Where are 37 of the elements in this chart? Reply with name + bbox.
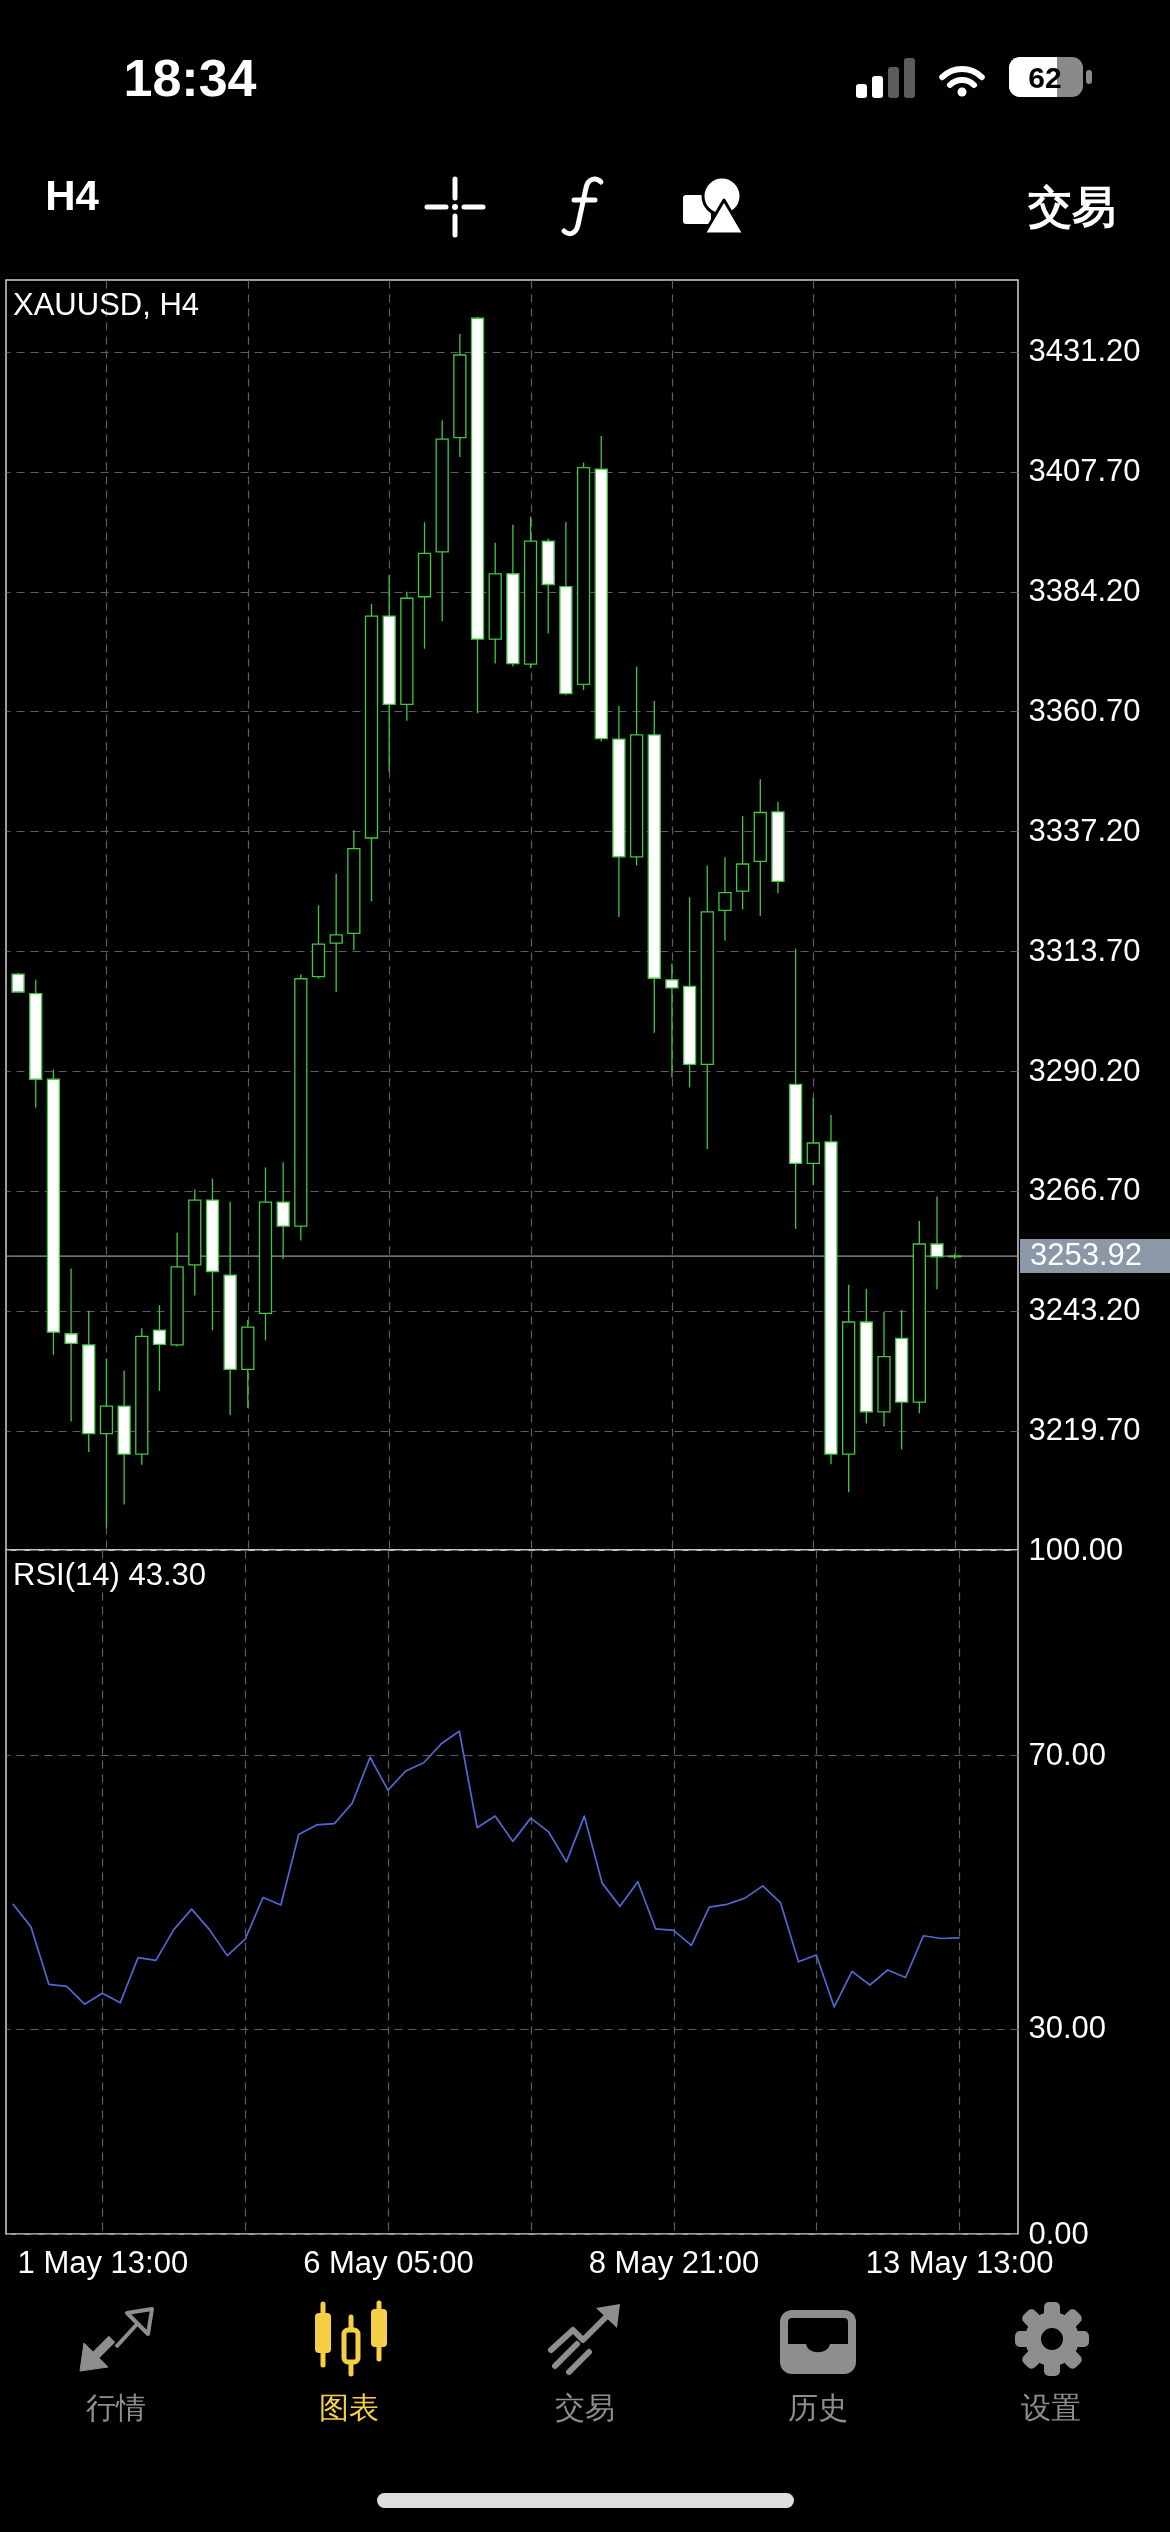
y-tick-label: 3243.20 (1028, 1292, 1141, 1328)
x-tick-label: 1 May 13:00 (17, 2244, 189, 2280)
candlestick (718, 856, 732, 942)
y-tick-label: 3313.70 (1028, 932, 1141, 968)
y-tick-label: 3431.20 (1028, 333, 1141, 369)
y-tick-label: 3337.20 (1028, 812, 1141, 848)
chart-title: RSI(14) 43.30 (13, 1557, 206, 1592)
candlestick (665, 962, 679, 1079)
y-tick-label: 3360.70 (1028, 692, 1141, 728)
chart-title: XAUUSD, H4 (13, 287, 200, 322)
y-tick-label: 30.00 (1028, 2010, 1107, 2046)
ref-line-label: 3253.92 (1030, 1237, 1143, 1273)
y-tick-label: 3407.70 (1028, 453, 1141, 489)
text: 图表 (319, 2390, 379, 2425)
candlestick (329, 873, 343, 993)
y-tick-label: 3219.70 (1028, 1412, 1141, 1448)
text: 行情 (86, 2390, 146, 2425)
text: 交易 (555, 2390, 615, 2425)
y-tick-label: 70.00 (1028, 1736, 1107, 1772)
candlestick (64, 1267, 78, 1423)
line-series (12, 1730, 960, 2008)
text: 18:34 (123, 49, 257, 107)
candlestick (152, 1304, 167, 1392)
text: 62 (1028, 61, 1062, 94)
y-tick-label: 3290.20 (1028, 1052, 1141, 1088)
y-tick-label: 3384.20 (1028, 573, 1141, 609)
candlestick (806, 1097, 820, 1186)
candlestick (930, 1195, 944, 1291)
text: 历史 (788, 2390, 848, 2425)
text: 设置 (1021, 2390, 1081, 2425)
x-tick-label: 6 May 05:00 (303, 2244, 474, 2280)
candlestick (276, 1161, 290, 1260)
text: H4 (45, 172, 99, 219)
y-tick-label: 100.00 (1028, 1531, 1124, 1567)
x-tick-label: 8 May 21:00 (588, 2244, 760, 2280)
text: 交易 (1028, 181, 1116, 232)
y-tick-label: 3266.70 (1028, 1172, 1141, 1208)
